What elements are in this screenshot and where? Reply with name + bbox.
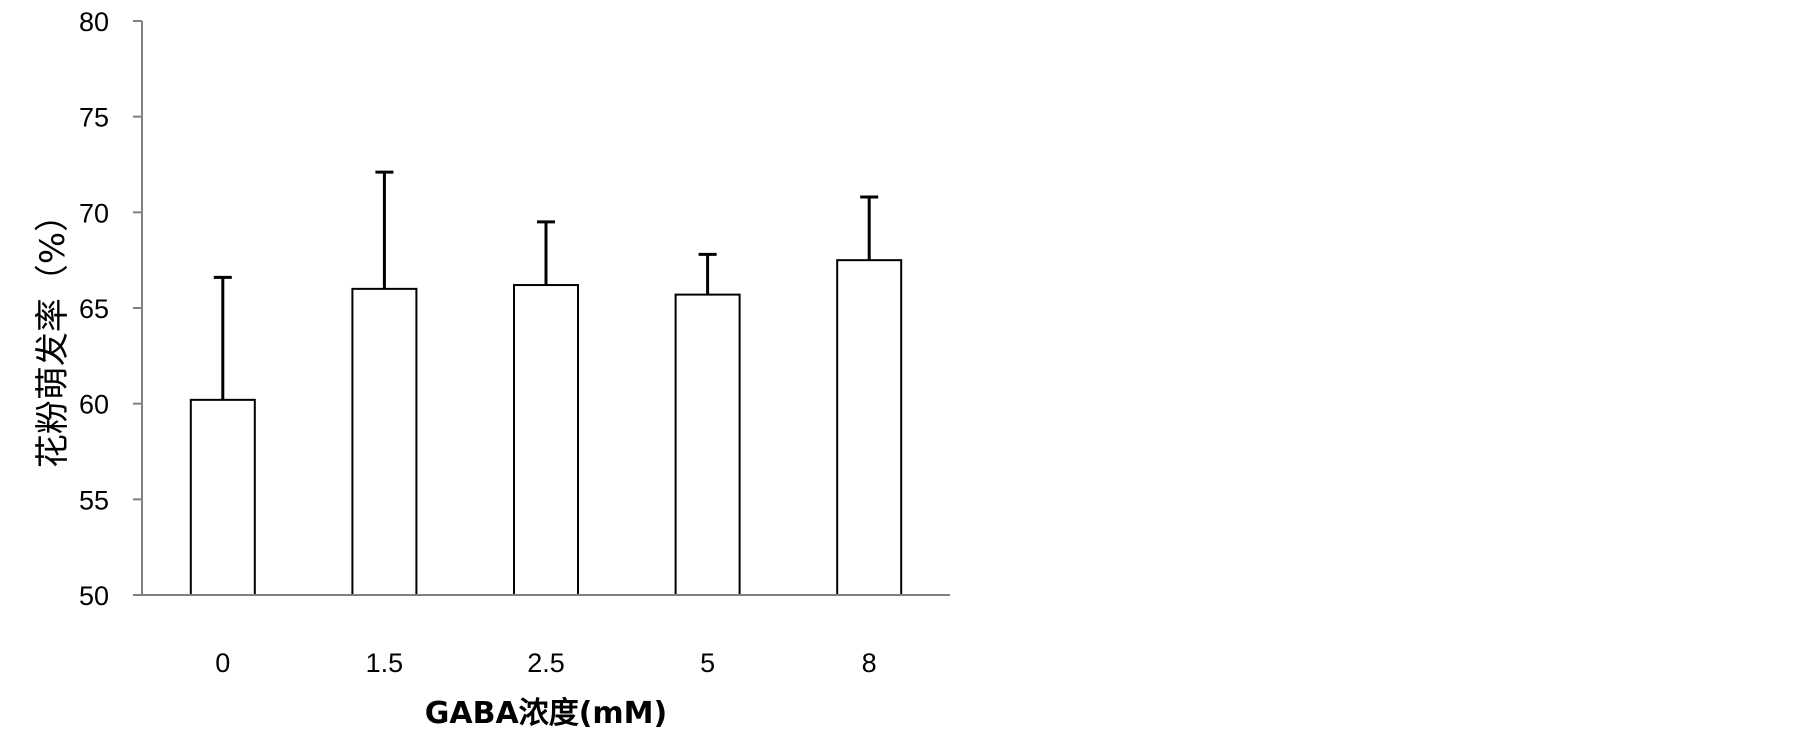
bars (189, 259, 903, 596)
bar-4 (836, 259, 903, 596)
y-tick-label: 50 (79, 581, 109, 611)
x-tick-label: 5 (700, 648, 715, 678)
x-axis-label: GABA浓度(mM) (425, 696, 667, 731)
y-tick-label: 75 (79, 103, 109, 133)
y-axis-label: 花粉萌发率（%） (33, 198, 73, 468)
x-tick-label: 2.5 (527, 648, 565, 678)
y-tick-label: 70 (79, 198, 109, 228)
bar-0 (189, 398, 256, 596)
bar-2 (513, 284, 579, 596)
x-tick-label: 8 (862, 648, 877, 678)
x-axis-tick-labels: 0 1.5 2.5 5 8 (215, 648, 876, 678)
y-tick-label: 55 (79, 485, 109, 515)
error-bars (213, 170, 879, 400)
x-tick-label: 1.5 (366, 648, 404, 678)
bar-1 (351, 287, 418, 596)
y-tick-label: 60 (79, 390, 109, 420)
bar-3 (674, 293, 741, 596)
y-tick-label: 80 (79, 7, 109, 37)
x-tick-label: 0 (215, 648, 230, 678)
y-tick-label: 65 (79, 294, 109, 324)
y-axis-ticks: 50 55 60 65 70 75 80 (79, 7, 142, 611)
